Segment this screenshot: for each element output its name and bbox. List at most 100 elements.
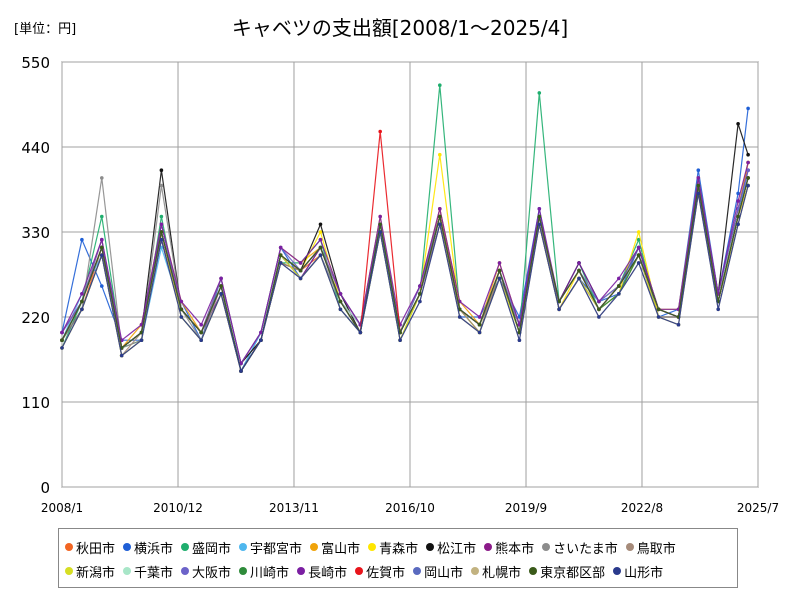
data-point bbox=[278, 245, 283, 250]
y-tick-label: 330 bbox=[21, 224, 50, 242]
chart-title: キャベツの支出額[2008/1～2025/4] bbox=[231, 16, 569, 40]
data-point bbox=[259, 338, 263, 343]
data-point bbox=[219, 284, 223, 288]
legend-label: 山形市 bbox=[624, 565, 664, 581]
legend-marker bbox=[239, 567, 248, 575]
data-point bbox=[617, 276, 621, 281]
legend-label: 松江市 bbox=[437, 541, 477, 557]
data-point bbox=[159, 237, 164, 242]
data-point bbox=[100, 284, 104, 288]
data-point bbox=[746, 168, 750, 172]
y-tick-label: 440 bbox=[21, 139, 50, 157]
data-point bbox=[159, 214, 164, 219]
legend-marker bbox=[297, 567, 306, 575]
legend-label: 川崎市 bbox=[250, 565, 290, 581]
data-point bbox=[438, 207, 442, 211]
data-point bbox=[656, 307, 661, 312]
data-point bbox=[557, 307, 561, 312]
data-point bbox=[597, 315, 601, 319]
x-tick-label: 2008/1 bbox=[41, 501, 83, 515]
data-point bbox=[100, 253, 104, 257]
data-point bbox=[438, 222, 442, 227]
legend-marker bbox=[65, 543, 73, 551]
series-line bbox=[61, 177, 749, 373]
data-point bbox=[60, 338, 64, 343]
data-point bbox=[418, 292, 422, 296]
data-point bbox=[696, 176, 701, 180]
legend-item: 山形市 bbox=[613, 562, 663, 581]
legend-label: 大阪市 bbox=[192, 565, 232, 581]
data-point bbox=[537, 91, 542, 95]
data-point bbox=[60, 346, 64, 350]
data-point bbox=[179, 299, 184, 304]
legend-marker bbox=[310, 543, 319, 551]
legend-item: さいたま市 bbox=[542, 538, 618, 557]
data-point bbox=[80, 307, 84, 312]
data-point bbox=[100, 176, 104, 180]
legend-item: 宇都宮市 bbox=[239, 538, 302, 557]
legend-marker bbox=[368, 543, 377, 551]
data-point bbox=[318, 222, 323, 227]
legend-row: 新潟市 千葉市 大阪市 川崎市 長崎市 佐賀市 岡山市 札幌市 東京都区部 山形市 bbox=[65, 559, 735, 583]
data-point bbox=[736, 214, 740, 219]
data-point bbox=[80, 299, 84, 304]
data-point bbox=[159, 168, 164, 172]
data-point bbox=[537, 214, 542, 219]
legend-marker bbox=[123, 567, 132, 575]
data-point bbox=[60, 330, 64, 335]
data-point bbox=[100, 214, 104, 219]
legend-label: 東京都区部 bbox=[540, 565, 606, 581]
data-point bbox=[617, 284, 621, 288]
data-point bbox=[378, 230, 383, 234]
data-point bbox=[736, 222, 740, 227]
legend-item: 東京都区部 bbox=[529, 562, 605, 581]
data-point bbox=[418, 284, 422, 288]
legend-label: さいたま市 bbox=[553, 541, 618, 557]
data-point bbox=[199, 330, 203, 335]
data-point bbox=[378, 214, 383, 219]
legend-item: 鳥取市 bbox=[625, 538, 676, 557]
legend-marker bbox=[181, 543, 190, 551]
legend-label: 長崎市 bbox=[308, 565, 348, 581]
data-point bbox=[338, 292, 343, 296]
legend-label: 鳥取市 bbox=[636, 541, 676, 557]
data-point bbox=[139, 338, 144, 343]
legend-label: 富山市 bbox=[321, 541, 361, 557]
data-point bbox=[318, 237, 323, 242]
data-point bbox=[517, 338, 522, 343]
legend-row: 秋田市 横浜市 盛岡市 宇都宮市 富山市 青森市 松江市 熊本市 さいたま市 鳥取市 bbox=[65, 535, 735, 559]
legend-marker bbox=[123, 543, 132, 551]
data-point bbox=[477, 330, 482, 335]
data-point bbox=[438, 83, 442, 87]
data-point bbox=[398, 338, 402, 343]
legend-item: 新潟市 bbox=[65, 562, 115, 581]
legend-item: 大阪市 bbox=[181, 562, 231, 581]
legend-item: 川崎市 bbox=[239, 562, 289, 581]
legend-marker bbox=[625, 543, 634, 551]
x-tick-label: 2019/9 bbox=[505, 501, 547, 515]
legend-marker bbox=[355, 567, 364, 575]
legend-item: 青森市 bbox=[368, 538, 418, 557]
data-point bbox=[239, 369, 243, 373]
data-point bbox=[219, 292, 223, 296]
legend-label: 盛岡市 bbox=[192, 541, 232, 557]
data-point bbox=[318, 245, 323, 250]
data-point bbox=[746, 160, 750, 165]
x-tick-label: 2010/12 bbox=[153, 501, 203, 515]
data-point bbox=[438, 214, 442, 219]
legend-item: 千葉市 bbox=[123, 562, 173, 581]
x-tick-label: 2013/11 bbox=[269, 501, 319, 515]
data-point bbox=[577, 268, 581, 273]
data-point bbox=[338, 299, 343, 304]
data-point bbox=[378, 129, 383, 134]
legend-marker bbox=[484, 543, 493, 551]
data-point bbox=[656, 315, 661, 319]
y-tick-label: 550 bbox=[21, 54, 50, 72]
series-line bbox=[61, 162, 749, 365]
legend-marker bbox=[239, 543, 248, 551]
legend-item: 松江市 bbox=[426, 538, 476, 557]
unit-label: [単位：円] bbox=[14, 22, 77, 37]
data-point bbox=[159, 222, 164, 227]
data-point bbox=[318, 230, 323, 234]
data-point bbox=[636, 253, 641, 257]
